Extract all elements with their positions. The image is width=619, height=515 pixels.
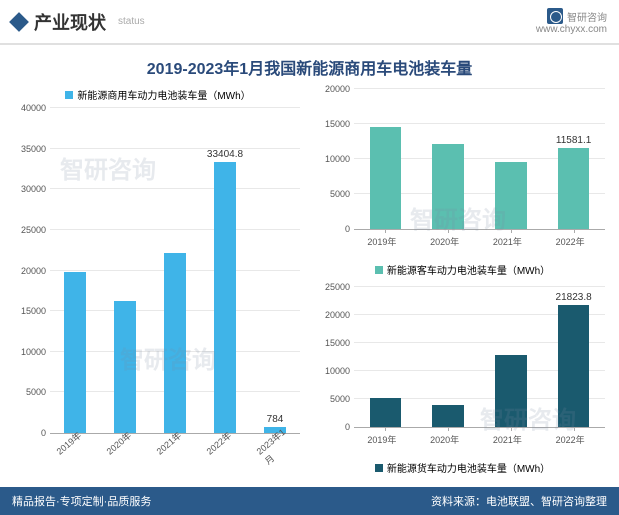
bar: [495, 355, 526, 427]
x-tick-label: 2020年: [103, 429, 134, 458]
bottom-right-chart: 05000100001500020000250002019年2020年2021年…: [314, 283, 611, 477]
top-right-box: 050001000015000200002019年2020年2021年11581…: [314, 85, 611, 260]
header-left: 产业现状 status: [12, 9, 145, 35]
legend-swatch: [65, 91, 73, 99]
brand-icon: [547, 8, 563, 24]
brand-row: 智研咨询: [547, 8, 607, 24]
x-tick-label: 2019年: [53, 429, 84, 458]
x-tick-label: 2022年: [556, 235, 585, 248]
right-charts: 050001000015000200002019年2020年2021年11581…: [314, 85, 611, 477]
bar: [432, 405, 463, 427]
bar: [370, 398, 401, 427]
footer: 精品报告·专项定制·品质服务 资料来源：电池联盟、智研咨询整理: [0, 487, 619, 515]
x-tick-label: 2021年: [153, 429, 184, 458]
bar: [558, 148, 589, 229]
footer-right: 资料来源：电池联盟、智研咨询整理: [431, 493, 607, 509]
top-right-chart: 050001000015000200002019年2020年2021年11581…: [314, 85, 611, 279]
bar-value-label: 11581.1: [556, 135, 591, 146]
main-title: 2019-2023年1月我国新能源商用车电池装车量: [0, 45, 619, 85]
bar: [558, 305, 589, 427]
legend-swatch: [375, 464, 383, 472]
x-tick-label: 2022年: [203, 429, 234, 458]
left-plot-area: 0500010000150002000025000300003500040000…: [50, 108, 300, 434]
left-legend: 新能源商用车动力电池装车量（MWh）: [8, 85, 308, 104]
bar: [495, 162, 526, 229]
x-tick-label: 2019年: [367, 235, 396, 248]
bar-value-label: 21823.8: [556, 292, 592, 303]
bottom-right-legend: 新能源货车动力电池装车量（MWh）: [314, 458, 611, 477]
top-right-legend: 新能源客车动力电池装车量（MWh）: [314, 260, 611, 279]
x-tick-label: 2021年: [493, 235, 522, 248]
brand-site: www.chyxx.com: [536, 24, 607, 35]
header: 产业现状 status 智研咨询 www.chyxx.com: [0, 0, 619, 45]
bar: [370, 127, 401, 229]
top-right-legend-text: 新能源客车动力电池装车量（MWh）: [387, 262, 550, 277]
footer-left: 精品报告·专项定制·品质服务: [12, 493, 151, 509]
bar: [114, 301, 137, 433]
x-tick-label: 2020年: [430, 235, 459, 248]
header-right: 智研咨询 www.chyxx.com: [536, 8, 607, 35]
bar: [64, 272, 87, 433]
page-title: 产业现状: [34, 9, 106, 35]
top-right-plot: 050001000015000200002019年2020年2021年11581…: [354, 89, 605, 230]
left-legend-text: 新能源商用车动力电池装车量（MWh）: [77, 87, 250, 102]
x-tick-label: 2023年1月: [253, 422, 300, 467]
x-tick-label: 2019年: [367, 433, 396, 446]
left-chart: 新能源商用车动力电池装车量（MWh） 050001000015000200002…: [8, 85, 308, 477]
content: 新能源商用车动力电池装车量（MWh） 050001000015000200002…: [0, 85, 619, 477]
page-subtitle: status: [118, 16, 145, 27]
left-chart-box: 0500010000150002000025000300003500040000…: [8, 104, 308, 474]
bottom-right-box: 05000100001500020000250002019年2020年2021年…: [314, 283, 611, 458]
x-tick-label: 2020年: [430, 433, 459, 446]
brand-name: 智研咨询: [567, 9, 607, 24]
bottom-right-plot: 05000100001500020000250002019年2020年2021年…: [354, 287, 605, 428]
bar: [164, 253, 187, 433]
bar: [214, 162, 237, 433]
x-tick-label: 2021年: [493, 433, 522, 446]
x-tick-label: 2022年: [556, 433, 585, 446]
legend-swatch: [375, 266, 383, 274]
bottom-right-legend-text: 新能源货车动力电池装车量（MWh）: [387, 460, 550, 475]
diamond-icon: [9, 12, 29, 32]
bar-value-label: 33404.8: [207, 149, 243, 160]
bar: [432, 144, 463, 229]
